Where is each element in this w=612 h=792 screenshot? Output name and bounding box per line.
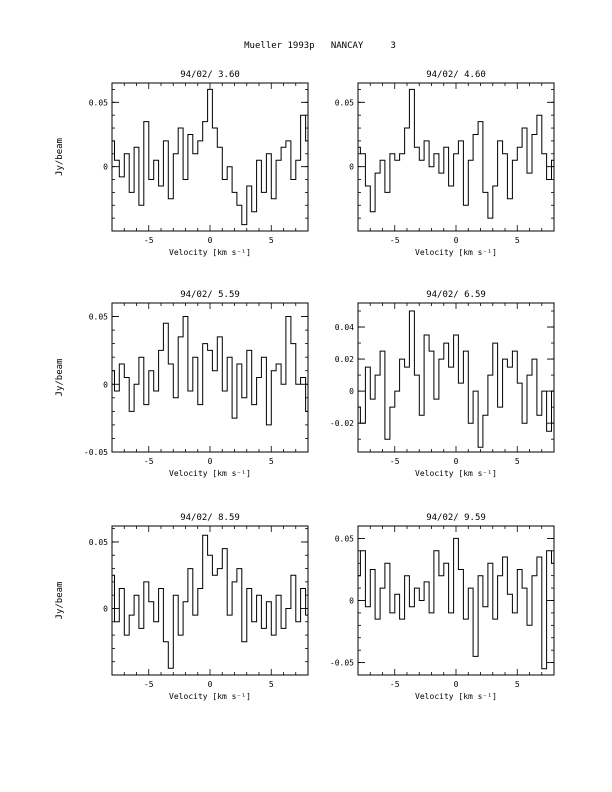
x-tick-label: 0 — [454, 680, 459, 689]
x-tick-label: -5 — [144, 680, 154, 689]
y-tick-label: -0.05 — [330, 659, 354, 668]
y-tick-label: 0.02 — [335, 355, 354, 364]
spectrum-line — [358, 88, 554, 219]
y-axis-label: Jy/beam — [55, 582, 65, 620]
y-axis-label: Jy/beam — [55, 359, 65, 397]
x-axis-label: Velocity [km s⁻¹] — [169, 469, 251, 478]
x-tick-label: 5 — [515, 680, 520, 689]
y-tick-label: -0.02 — [330, 419, 354, 428]
plot-frame — [111, 302, 309, 453]
y-tick-label: 0 — [103, 380, 108, 389]
spectrum-line — [358, 310, 554, 448]
y-tick-label: 0.05 — [89, 538, 108, 547]
y-tick-label: 0.05 — [89, 98, 108, 107]
figure-title: Mueller 1993p NANCAY 3 — [244, 41, 396, 51]
y-tick-label: 0 — [349, 163, 354, 172]
y-tick-label: 0 — [103, 604, 108, 613]
x-tick-label: 5 — [269, 680, 274, 689]
x-tick-label: 0 — [454, 236, 459, 245]
x-tick-label: 5 — [269, 457, 274, 466]
panel-title: 94/02/ 3.60 — [180, 70, 240, 80]
plot-frame — [357, 82, 555, 232]
x-tick-label: -5 — [390, 457, 400, 466]
spectrum-panel: -0.02 0 0.02 0.04 -5 0 5 94/02/ 6.59 Velocity [k… — [330, 290, 555, 478]
spectrum-panel: 0 0.05 -5 0 5 94/02/ 3.60 Velocity [km s⁻¹] Jy/… — [55, 70, 309, 257]
plot-frame — [357, 525, 555, 676]
x-axis-label: Velocity [km s⁻¹] — [169, 692, 251, 701]
y-tick-label: 0.05 — [89, 313, 108, 322]
x-axis-label: Velocity [km s⁻¹] — [415, 692, 497, 701]
x-tick-label: 5 — [515, 236, 520, 245]
x-tick-label: 0 — [208, 680, 213, 689]
x-axis-label: Velocity [km s⁻¹] — [169, 248, 251, 257]
spectrum-panel: -0.05 0 0.05 -5 0 5 94/02/ 9.59 Velocity [km s⁻… — [330, 513, 555, 701]
spectrum-line — [112, 88, 308, 226]
plot-frame — [111, 82, 309, 232]
y-axis-label: Jy/beam — [55, 138, 65, 176]
spectrum-line — [112, 534, 308, 669]
panel-title: 94/02/ 8.59 — [180, 513, 240, 523]
y-tick-label: 0.04 — [335, 323, 354, 332]
panels: 0 0.05 -5 0 5 94/02/ 3.60 Velocity [km s⁻¹] Jy/… — [55, 70, 555, 701]
y-tick-label: 0 — [349, 387, 354, 396]
x-tick-label: 5 — [269, 236, 274, 245]
x-tick-label: -5 — [390, 236, 400, 245]
x-tick-label: 0 — [454, 457, 459, 466]
spectrum-panel: -0.05 0 0.05 -5 0 5 94/02/ 5.59 Velocity [km s⁻… — [55, 290, 309, 478]
y-tick-label: 0.05 — [335, 534, 354, 543]
x-tick-label: 0 — [208, 457, 213, 466]
y-tick-label: 0 — [349, 597, 354, 606]
plot-frame — [111, 525, 309, 676]
x-tick-label: -5 — [390, 680, 400, 689]
panel-title: 94/02/ 9.59 — [426, 513, 486, 523]
x-axis-label: Velocity [km s⁻¹] — [415, 248, 497, 257]
y-tick-label: 0.05 — [335, 98, 354, 107]
y-tick-label: -0.05 — [84, 448, 108, 457]
spectrum-panel: 0 0.05 -5 0 5 94/02/ 4.60 Velocity [km s⁻¹] — [335, 70, 555, 257]
x-tick-label: -5 — [144, 457, 154, 466]
spectrum-line — [112, 316, 308, 426]
panel-title: 94/02/ 5.59 — [180, 290, 240, 300]
spectrum-panel: 0 0.05 -5 0 5 94/02/ 8.59 Velocity [km s⁻¹] Jy/… — [55, 513, 309, 701]
panel-title: 94/02/ 6.59 — [426, 290, 486, 300]
x-tick-label: 5 — [515, 457, 520, 466]
spectrum-line — [358, 537, 554, 670]
x-tick-label: 0 — [208, 236, 213, 245]
y-tick-label: 0 — [103, 163, 108, 172]
x-axis-label: Velocity [km s⁻¹] — [415, 469, 497, 478]
panel-title: 94/02/ 4.60 — [426, 70, 486, 80]
x-tick-label: -5 — [144, 236, 154, 245]
plot-frame — [357, 302, 555, 453]
